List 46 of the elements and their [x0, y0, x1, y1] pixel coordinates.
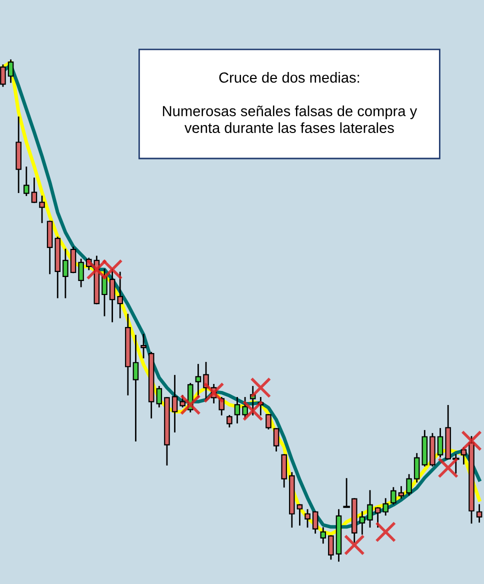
candlestick	[242, 396, 248, 418]
candlestick	[8, 59, 14, 83]
candlestick	[367, 490, 373, 528]
candlestick	[312, 511, 318, 534]
candlestick	[102, 268, 108, 316]
candlestick	[296, 504, 303, 526]
point	[344, 534, 365, 556]
candlestick	[406, 474, 412, 496]
candlestick	[320, 527, 326, 544]
candlestick	[0, 64, 6, 87]
candlestick	[23, 166, 30, 196]
candlestick	[39, 196, 45, 224]
candlestick	[109, 268, 116, 322]
candlestick	[328, 535, 334, 560]
candlestick	[172, 374, 178, 432]
candlestick	[414, 453, 420, 483]
candlestick	[398, 486, 404, 499]
point	[250, 377, 272, 398]
point	[438, 457, 458, 478]
candlestick	[476, 504, 482, 523]
candlestick	[359, 511, 366, 535]
candlestick	[180, 394, 186, 408]
candlestick	[140, 334, 146, 358]
candlestick	[234, 396, 240, 424]
point	[461, 430, 482, 452]
candlestick	[266, 414, 272, 430]
candlestick	[382, 498, 389, 516]
candlestick	[437, 428, 444, 458]
candlestick	[156, 386, 162, 408]
candlestick	[62, 248, 68, 298]
candlestick	[70, 246, 76, 274]
point	[203, 382, 224, 404]
candlestick	[117, 272, 123, 318]
candlestick	[374, 507, 381, 528]
candlestick	[226, 415, 232, 428]
candlestick	[78, 258, 84, 288]
candlestick	[390, 487, 396, 505]
candlestick	[273, 428, 280, 452]
point	[242, 400, 264, 422]
candlestick	[195, 364, 202, 398]
candlestick	[304, 509, 310, 528]
text: Cruce de dos medias: Numerosas señales falsas de compra y venta durante las fases laterales	[162, 72, 418, 134]
point	[375, 521, 396, 542]
candlestick	[132, 334, 139, 442]
candlestick	[31, 178, 38, 204]
point	[180, 394, 201, 416]
